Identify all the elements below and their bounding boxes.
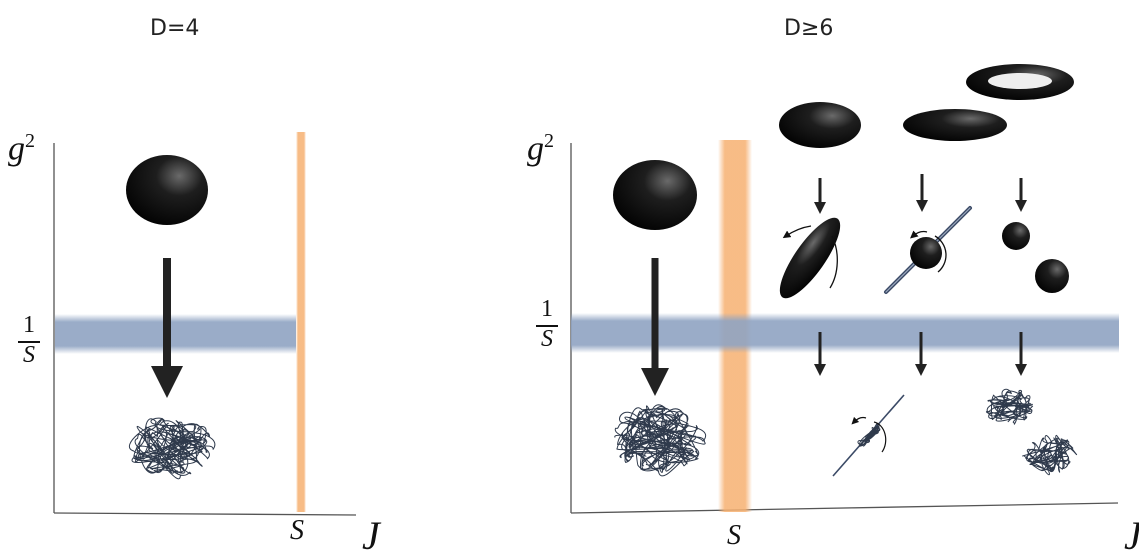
right-x-axis-label: J	[1124, 512, 1139, 559]
rotation-arc	[829, 235, 838, 289]
string-tangle-upper	[986, 388, 1034, 425]
right-fraction-bar	[536, 325, 558, 327]
right-x-axis	[570, 502, 1119, 514]
left-y-axis-label: g2	[8, 130, 35, 168]
string-scribble-path	[1022, 434, 1078, 476]
right-panel	[570, 64, 1119, 514]
black-ring-hole	[988, 73, 1052, 89]
right-y-axis-label: g2	[527, 130, 554, 168]
oblate-black-hole	[779, 102, 861, 148]
fragment-blob-lower	[1035, 259, 1069, 293]
left-horizon-band	[55, 314, 296, 354]
central-bump-blob	[910, 237, 942, 269]
string-scribble-path	[614, 404, 707, 477]
right-string-tangle	[614, 404, 707, 477]
right-inverse-s-denominator: S	[541, 326, 553, 352]
stretched-string-tangle	[857, 422, 881, 448]
left-inverse-s-numerator: 1	[23, 312, 35, 338]
rotating-bar-black-hole	[779, 217, 841, 299]
string-tangle-lower	[1022, 434, 1078, 476]
disk-rotation-arc	[934, 235, 947, 273]
string-scribble-path	[129, 417, 216, 479]
left-x-axis-label: J	[362, 513, 380, 558]
right-inverse-s-numerator: 1	[541, 296, 553, 322]
string-on-disk	[832, 394, 905, 477]
right-horizon-band	[571, 313, 1119, 353]
right-black-hole-blob	[613, 160, 697, 230]
left-inverse-s-denominator: S	[23, 342, 35, 368]
left-x-axis	[53, 512, 357, 516]
left-string-tangle	[129, 417, 216, 479]
left-fraction-bar	[18, 341, 40, 343]
string-rotation-arc	[873, 421, 887, 453]
string-scribble-path	[857, 422, 881, 448]
disk-rotation-arrow	[910, 230, 928, 239]
black-bar	[903, 109, 1007, 141]
left-x-tick-s: S	[290, 515, 304, 546]
fragment-blob-upper	[1002, 222, 1030, 250]
string-rotation-arrow	[851, 416, 867, 425]
rotation-arrow	[782, 225, 812, 239]
left-spin-band	[296, 132, 306, 512]
left-black-hole-blob	[126, 155, 208, 225]
left-panel	[53, 132, 357, 516]
left-panel-title: D=4	[150, 16, 200, 41]
string-scribble-path	[986, 388, 1034, 425]
right-x-tick-s: S	[727, 520, 741, 551]
right-panel-title: D≥6	[784, 16, 834, 41]
